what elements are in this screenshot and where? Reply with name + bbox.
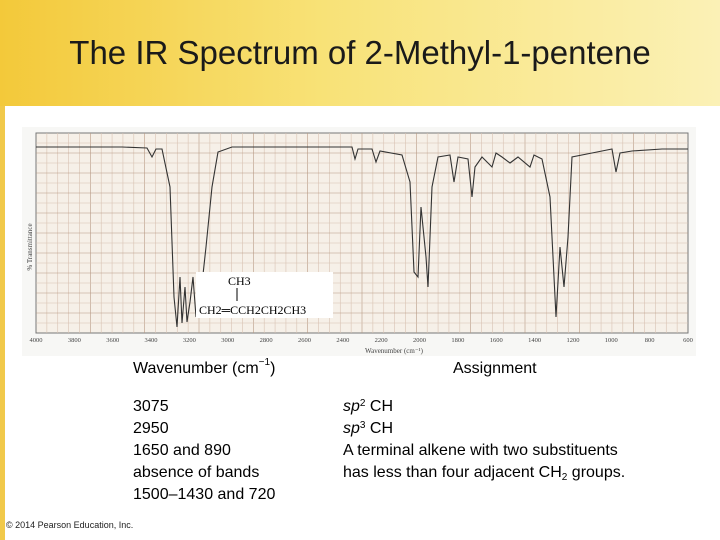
assignment-sp-exponent: 3 [359,420,366,431]
x-tick-label: 1600 [490,337,503,344]
wavenumber-header-close: ) [270,360,276,377]
structure-box [196,272,333,318]
x-tick-label: 2400 [336,337,349,344]
assignment-sp-text: sp [343,420,360,437]
wavenumber-column: 3075 2950 1650 and 890 absence of bands … [133,396,275,506]
assignment-row: sp3 CH [343,418,625,440]
x-axis-label: Wavenumber (cm⁻¹) [365,347,424,355]
wavenumber-row: 2950 [133,420,169,437]
assignment-row: has less than four adjacent CH2 groups. [343,462,625,486]
spectrum-grid [36,133,688,333]
ir-spectrum-svg: % Transmittance 4000 3800 3600 3400 3200 3000… [26,132,693,355]
structure-methyl: CH3 [228,274,251,288]
x-tick-label: 2200 [375,337,388,344]
x-tick-label: 1000 [605,337,618,344]
x-tick-label: 3600 [106,337,119,344]
title-band [0,0,720,106]
assignment-column: sp2 CH sp3 CH A terminal alkene with two… [343,396,625,486]
wavenumber-header-exponent: −1 [258,357,271,368]
assignment-row: A terminal alkene with two substituents [343,442,618,459]
wavenumber-column-header: Wavenumber (cm−1) [133,357,276,378]
assignment-subscript: 2 [561,472,568,483]
x-tick-label: 1400 [528,337,541,344]
assignment-sp-exponent: 2 [359,398,366,409]
x-tick-label: 3000 [221,337,234,344]
assignment-text: has less than four adjacent CH [343,464,562,481]
x-tick-label: 3200 [183,337,196,344]
assignment-ch-text: CH [365,420,394,437]
wavenumber-row: 1650 and 890 [133,442,231,459]
x-tick-labels: 4000 3800 3600 3400 3200 3000 2800 2600 2400 2200… [30,337,693,344]
wavenumber-row: 1500–1430 and 720 [133,486,276,503]
copyright-notice: © 2014 Pearson Education, Inc. [6,520,134,530]
x-tick-label: 600 [683,337,693,344]
x-tick-label: 2600 [298,337,311,344]
wavenumber-row: absence of bands [133,464,260,481]
x-tick-label: 800 [645,337,655,344]
spectrum-trace [36,146,688,328]
slide-title: The IR Spectrum of 2-Methyl-1-pentene [69,34,651,71]
wavenumber-row: 3075 [133,398,169,415]
x-tick-label: 3800 [68,337,81,344]
wavenumber-header-text: Wavenumber (cm [133,360,259,377]
assignment-sp-text: sp [343,398,360,415]
x-tick-label: 2800 [260,337,273,344]
assignment-text-end: groups. [567,464,626,481]
x-tick-label: 2000 [413,337,426,344]
assignment-ch-text: CH [365,398,394,415]
assignment-row: sp2 CH [343,396,625,418]
x-tick-label: 4000 [30,337,43,344]
x-tick-label: 1200 [566,337,579,344]
assignment-column-header: Assignment [453,360,537,377]
y-axis-label: % Transmittance [26,223,34,270]
structure-formula: CH2═CCH2CH2CH3 [199,303,306,317]
left-accent-bar [0,106,5,540]
x-tick-label: 1800 [451,337,464,344]
x-tick-label: 3400 [145,337,158,344]
ir-spectrum-figure: % Transmittance 4000 3800 3600 3400 3200 3000… [22,127,696,356]
